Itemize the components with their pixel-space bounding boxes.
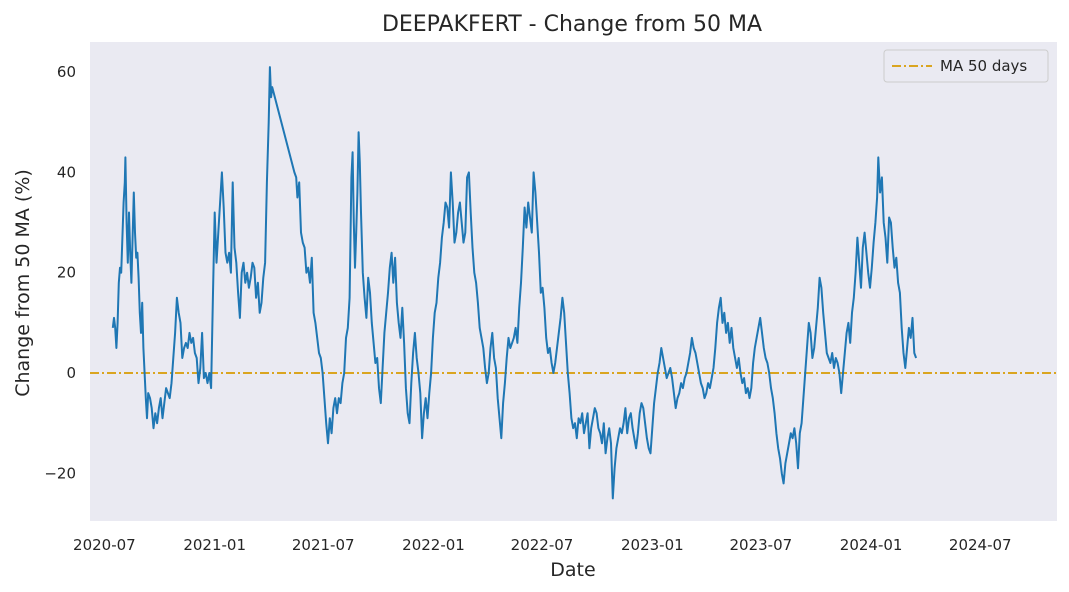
legend-label: MA 50 days [940, 57, 1027, 75]
x-tick-label: 2022-01 [402, 536, 465, 554]
x-tick-label: 2022-07 [511, 536, 574, 554]
x-tick-label: 2024-07 [949, 536, 1012, 554]
series-line [111, 66, 918, 500]
x-tick-label: 2023-07 [730, 536, 793, 554]
legend-box [883, 49, 1049, 83]
x-axis-ticks: 2020-07 2021-01 2021-07 2022-01 2022-07 2023-… [73, 536, 1012, 554]
y-tick-label: 20 [57, 264, 76, 282]
y-axis-ticks: −20 0 20 40 60 [44, 63, 76, 482]
y-tick-label: 40 [57, 163, 76, 181]
plot-area [90, 42, 1057, 521]
x-tick-label: 2020-07 [73, 536, 136, 554]
legend: MA 50 days [883, 49, 1049, 83]
y-tick-label: 0 [66, 364, 76, 382]
y-tick-label: −20 [44, 464, 76, 482]
x-axis-label: Date [550, 559, 595, 581]
y-axis-label: Change from 50 MA (%) [12, 169, 34, 397]
y-tick-label: 60 [57, 63, 76, 81]
x-tick-label: 2023-01 [621, 536, 684, 554]
x-tick-label: 2024-01 [840, 536, 903, 554]
chart-title: DEEPAKFERT - Change from 50 MA [382, 12, 762, 37]
x-tick-label: 2021-07 [292, 536, 355, 554]
series-group [111, 66, 918, 500]
x-tick-label: 2021-01 [183, 536, 246, 554]
